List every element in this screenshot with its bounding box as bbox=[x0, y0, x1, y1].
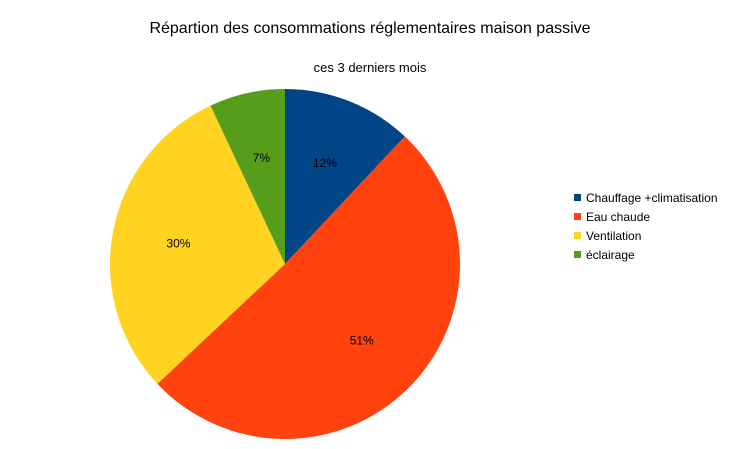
legend-swatch bbox=[574, 194, 581, 201]
legend-swatch bbox=[574, 251, 581, 258]
legend-label: éclairage bbox=[586, 247, 635, 262]
slice-label-eau-chaude: 51% bbox=[350, 334, 374, 348]
legend-label: Chauffage +climatisation bbox=[586, 190, 718, 205]
legend-label: Ventilation bbox=[586, 228, 642, 243]
chart-subtitle: ces 3 derniers mois bbox=[313, 60, 427, 75]
pie-slice-chauffage bbox=[285, 89, 405, 264]
chart-legend: Chauffage +climatisation Eau chaude Vent… bbox=[574, 188, 718, 264]
slice-label-chauffage: 12% bbox=[313, 156, 337, 170]
legend-label: Eau chaude bbox=[586, 209, 651, 224]
slice-label-ventilation: 30% bbox=[166, 237, 190, 251]
legend-swatch bbox=[574, 232, 581, 239]
legend-swatch bbox=[574, 213, 581, 220]
legend-item-eclairage: éclairage bbox=[574, 245, 718, 264]
pie-slice-eau-chaude bbox=[157, 136, 461, 440]
chart-title: Répartion des consommations réglementair… bbox=[149, 20, 591, 37]
legend-item-chauffage: Chauffage +climatisation bbox=[574, 188, 718, 207]
pie-slice-ventilation bbox=[109, 105, 285, 384]
legend-item-eau-chaude: Eau chaude bbox=[574, 207, 718, 226]
pie-slice-eclairage bbox=[210, 89, 285, 264]
slice-label-eclairage: 7% bbox=[253, 151, 271, 165]
legend-item-ventilation: Ventilation bbox=[574, 226, 718, 245]
